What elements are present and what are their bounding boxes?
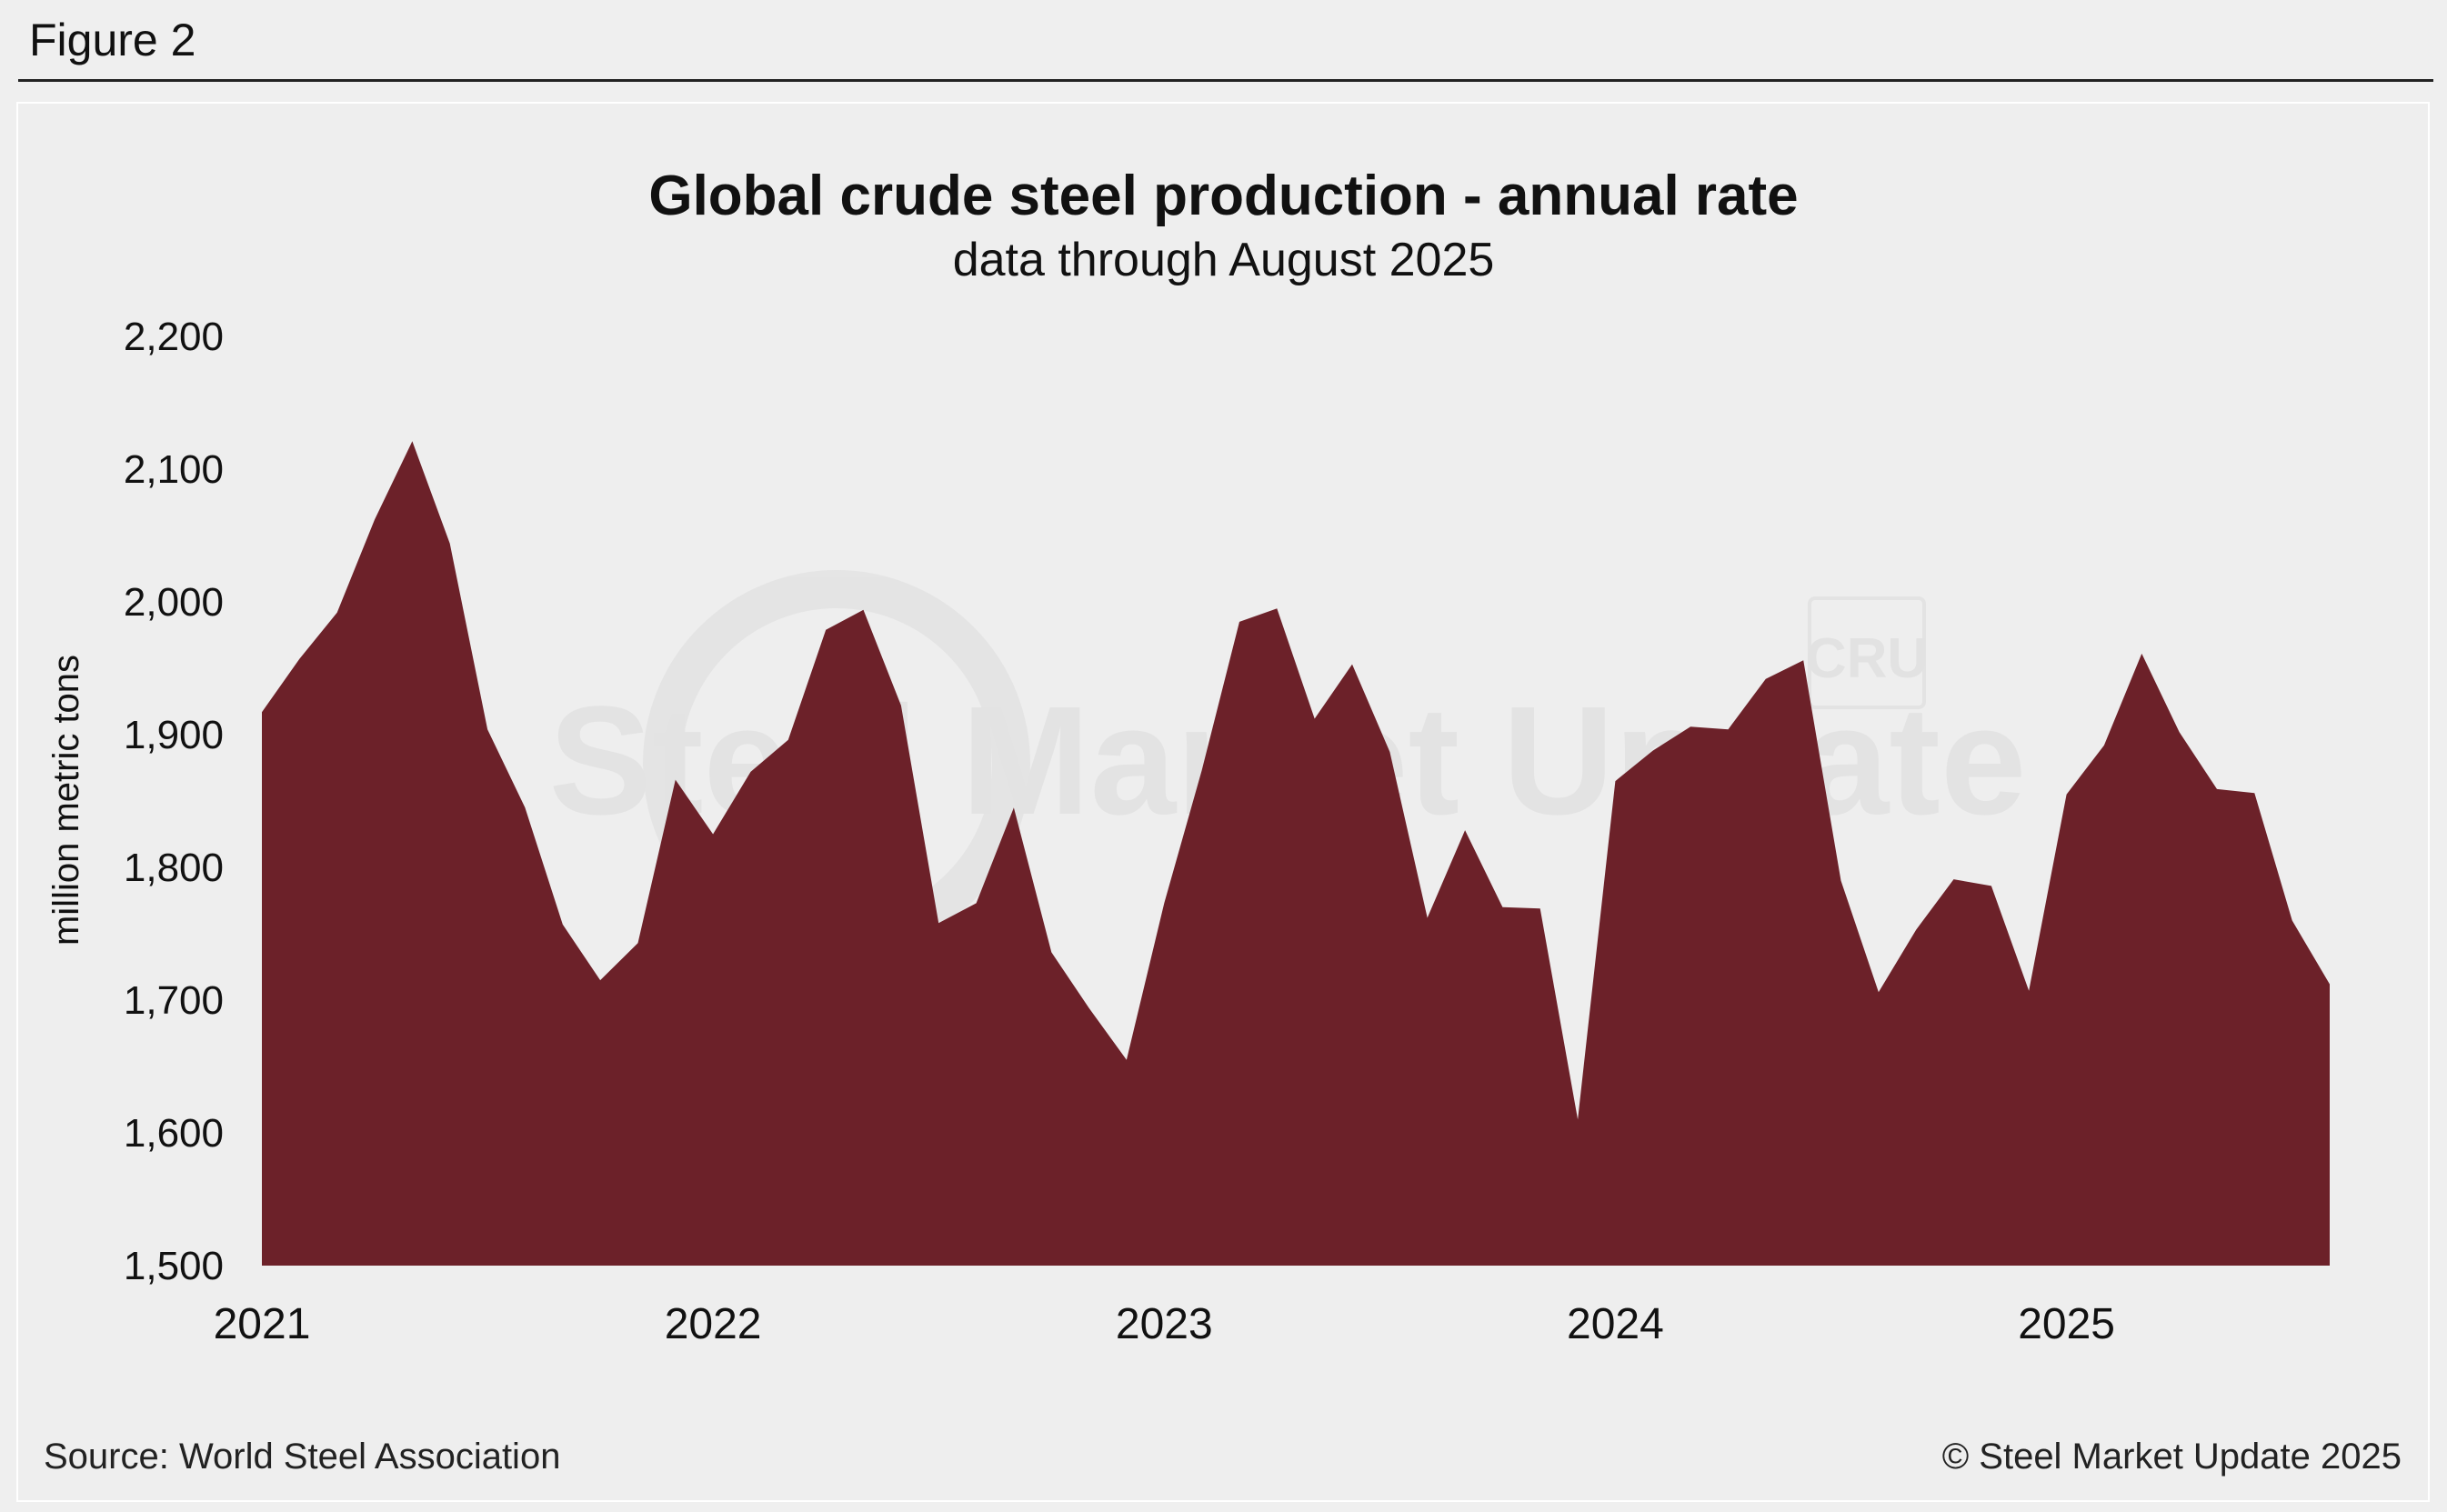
x-axis: 2021 2022 2023 2024 2025 [214,1300,2115,1348]
y-tick-label: 1,700 [124,978,224,1023]
y-tick-label: 1,600 [124,1111,224,1156]
top-divider [18,79,2433,82]
y-tick-label: 2,000 [124,580,224,625]
copyright-note: © Steel Market Update 2025 [1941,1437,2402,1477]
y-tick-label: 2,200 [124,315,224,359]
chart-subtitle: data through August 2025 [952,234,1495,286]
x-tick-label: 2024 [1567,1300,1664,1348]
x-tick-label: 2023 [1116,1300,1213,1348]
x-tick-label: 2022 [665,1300,762,1348]
y-tick-label: 1,500 [124,1244,224,1288]
y-tick-label: 1,900 [124,713,224,757]
y-axis: 1,500 1,600 1,700 1,800 1,900 2,000 2,100 2,200 [124,315,224,1288]
x-tick-label: 2025 [2018,1300,2115,1348]
y-axis-label: million metric tons [46,655,86,946]
area-series-annual-rate [262,441,2330,1266]
figure-label: Figure 2 [29,15,196,65]
source-note: Source: World Steel Association [44,1437,561,1477]
watermark-logo-text: CRU [1806,627,1928,690]
y-tick-label: 1,800 [124,846,224,890]
watermark-logo-box [1808,596,1926,709]
x-tick-label: 2021 [214,1300,311,1348]
y-tick-label: 2,100 [124,447,224,492]
chart-title: Global crude steel production - annual r… [648,165,1799,227]
